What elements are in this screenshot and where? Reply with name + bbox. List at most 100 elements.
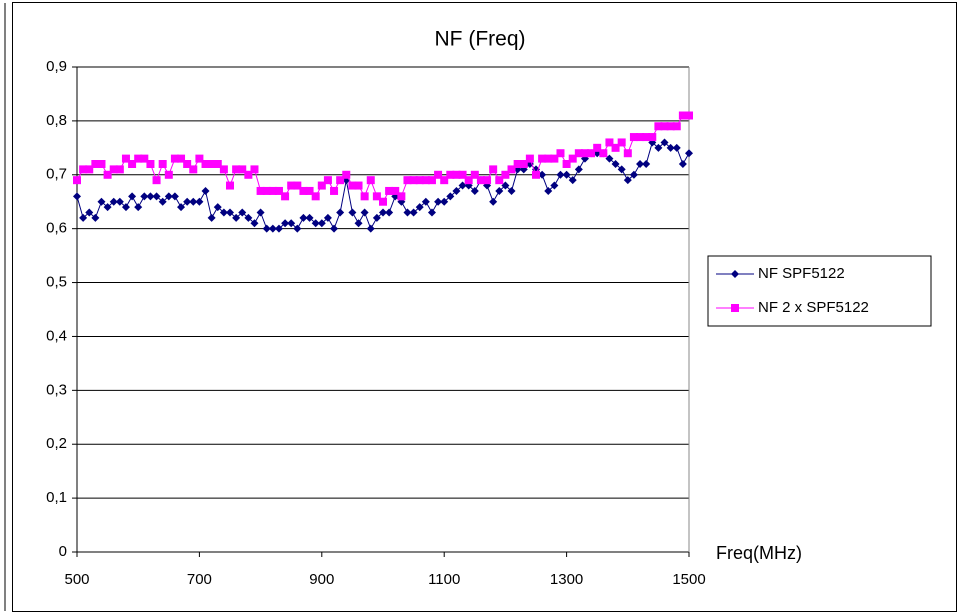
data-point: [183, 160, 192, 168]
data-point: [434, 197, 443, 206]
data-point: [666, 122, 675, 131]
data-point: [379, 197, 387, 206]
x-tick-label: 1500: [672, 571, 705, 588]
data-point: [599, 149, 608, 158]
data-point: [134, 154, 143, 163]
data-point: [660, 138, 669, 147]
data-point: [281, 219, 290, 228]
data-point: [146, 160, 155, 168]
data-point: [348, 181, 357, 190]
data-point: [219, 208, 228, 217]
x-axis-label: Freq(MHz): [716, 543, 802, 563]
data-point: [128, 192, 137, 201]
data-point: [617, 138, 626, 147]
data-point: [360, 208, 369, 217]
data-point: [562, 170, 571, 179]
data-point: [115, 165, 124, 174]
data-point: [348, 208, 357, 217]
data-point: [342, 170, 351, 179]
data-point: [672, 143, 681, 152]
y-tick-label: 0,5: [46, 274, 67, 291]
data-point: [73, 176, 81, 185]
data-point: [409, 176, 418, 185]
data-point: [495, 176, 504, 185]
data-point: [91, 213, 100, 222]
data-point: [452, 170, 461, 179]
data-point: [207, 213, 216, 222]
y-tick-label: 0,4: [46, 327, 67, 344]
data-point: [287, 219, 296, 228]
data-point: [244, 170, 253, 179]
data-point: [568, 154, 577, 163]
data-point: [238, 208, 247, 217]
x-tick-label: 500: [64, 571, 89, 588]
data-point: [213, 160, 222, 168]
data-point: [293, 181, 302, 190]
legend-label: NF SPF5122: [758, 265, 845, 282]
data-point: [226, 181, 234, 190]
data-point: [464, 176, 473, 185]
data-point: [427, 208, 436, 217]
y-tick-label: 0: [59, 543, 67, 560]
y-tick-label: 0,2: [46, 435, 67, 452]
data-point: [195, 154, 204, 163]
data-point: [519, 160, 528, 168]
data-point: [250, 219, 259, 228]
data-point: [538, 154, 547, 163]
data-point: [189, 197, 198, 206]
data-point: [109, 197, 118, 206]
data-point: [287, 181, 296, 190]
data-point: [103, 203, 112, 212]
data-point: [580, 149, 589, 158]
data-point: [654, 122, 663, 131]
data-point: [525, 154, 534, 163]
data-point: [440, 197, 449, 206]
data-point: [372, 192, 381, 201]
data-point: [483, 176, 492, 185]
data-point: [544, 186, 553, 195]
x-tick-label: 1100: [428, 571, 460, 588]
data-point: [262, 186, 271, 195]
data-point: [158, 197, 167, 206]
data-point: [140, 154, 149, 163]
data-point: [85, 165, 94, 174]
data-point: [213, 203, 222, 212]
data-point: [85, 208, 94, 217]
data-point: [330, 224, 339, 233]
data-point: [501, 170, 510, 179]
data-point: [238, 165, 247, 174]
data-point: [672, 122, 681, 131]
data-point: [574, 149, 583, 158]
y-tick-label: 0,6: [46, 220, 67, 237]
data-point: [121, 154, 130, 163]
data-point: [421, 197, 430, 206]
data-point: [611, 143, 620, 152]
data-point: [550, 154, 559, 163]
data-point: [385, 186, 394, 195]
y-tick-label: 0,8: [46, 112, 67, 129]
data-point: [507, 186, 516, 195]
data-point: [323, 176, 332, 185]
data-point: [201, 160, 210, 168]
data-point: [678, 160, 687, 168]
data-point: [532, 170, 540, 179]
data-point: [458, 170, 467, 179]
data-point: [97, 160, 106, 168]
data-point: [311, 219, 320, 228]
data-point: [617, 165, 626, 174]
data-point: [183, 197, 192, 206]
data-point: [427, 176, 436, 185]
data-point: [629, 170, 638, 179]
data-point: [140, 192, 149, 201]
data-point: [446, 170, 455, 179]
data-point: [538, 170, 547, 179]
y-tick-label: 0,1: [46, 489, 67, 506]
data-point: [164, 192, 173, 201]
x-tick-label: 1300: [550, 571, 583, 588]
data-point: [556, 149, 565, 158]
data-point: [73, 192, 81, 201]
data-point: [470, 186, 479, 195]
data-point: [556, 170, 565, 179]
data-point: [636, 160, 645, 168]
